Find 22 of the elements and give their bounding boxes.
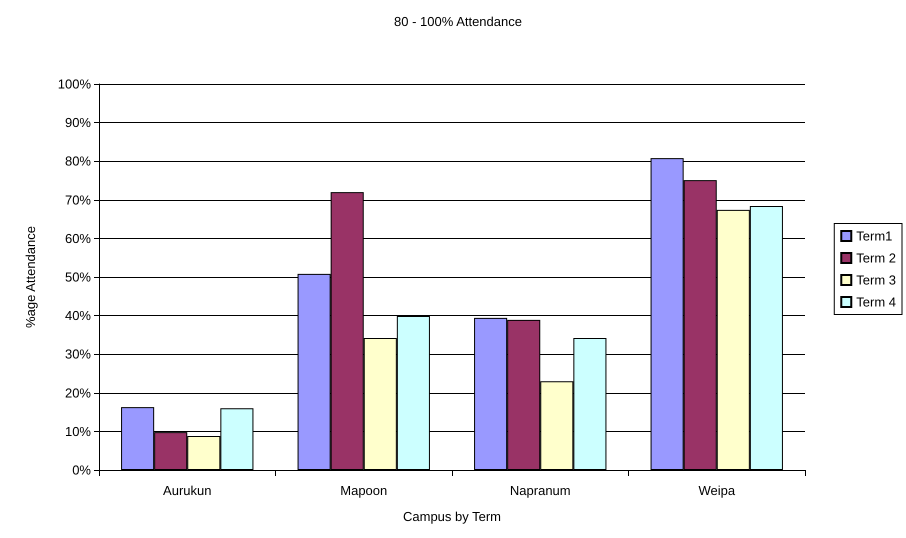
- y-tick-label: 70%: [64, 192, 92, 208]
- x-axis-title: Campus by Term: [402, 509, 502, 524]
- y-axis-title: %age Attendance: [23, 226, 38, 328]
- y-tick-label: 60%: [64, 230, 92, 246]
- y-tick-label: 50%: [64, 270, 92, 284]
- legend-label: Term 3: [856, 272, 896, 288]
- y-tick-label: 30%: [64, 346, 92, 362]
- chart-title: 80 - 100% Attendance: [394, 14, 522, 29]
- x-tick-label: Weipa: [698, 483, 736, 498]
- y-tick-label: 10%: [64, 424, 92, 439]
- legend-label: Term 4: [856, 294, 896, 310]
- y-tick-label: 80%: [64, 154, 92, 169]
- legend-label: Term 2: [856, 250, 896, 266]
- x-tick-label: Mapoon: [340, 483, 388, 498]
- legend-label: Term1: [856, 228, 892, 244]
- x-tick-label: Aurukun: [163, 483, 212, 498]
- y-tick-label: 90%: [64, 115, 92, 130]
- x-tick-label: Napranum: [510, 483, 571, 498]
- y-tick-label: 100%: [58, 76, 92, 92]
- y-tick-label: 20%: [64, 385, 92, 400]
- y-tick-label: 0%: [72, 462, 92, 478]
- y-tick-label: 40%: [64, 308, 92, 324]
